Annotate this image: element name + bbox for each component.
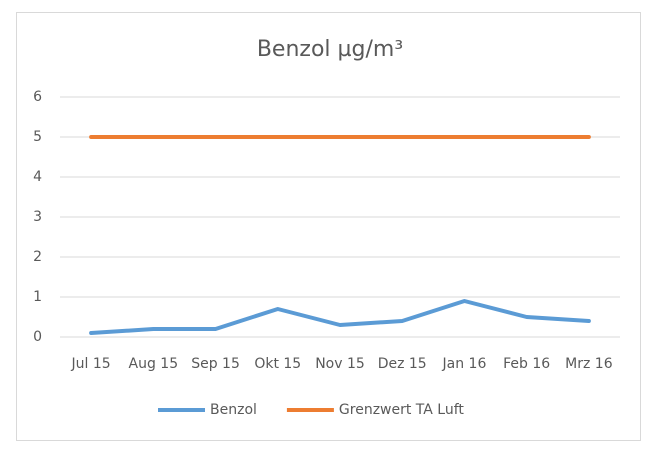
x-tick-label: Aug 15 — [129, 356, 179, 372]
x-tick-label: Nov 15 — [315, 356, 365, 372]
y-tick-label: 1 — [33, 289, 42, 305]
legend-label: Grenzwert TA Luft — [339, 402, 464, 418]
y-tick-label: 5 — [33, 129, 42, 145]
x-tick-label: Mrz 16 — [565, 356, 613, 372]
y-tick-label: 2 — [33, 249, 42, 265]
x-tick-label: Jan 16 — [442, 356, 487, 372]
x-tick-label: Sep 15 — [191, 356, 240, 372]
x-tick-label: Dez 15 — [378, 356, 427, 372]
y-tick-label: 6 — [33, 89, 42, 105]
x-tick-label: Feb 16 — [503, 356, 550, 372]
chart-title: Benzol µg/m³ — [257, 37, 403, 62]
data-line — [89, 299, 591, 335]
y-tick-label: 4 — [33, 169, 42, 185]
y-tick-label: 3 — [33, 209, 42, 225]
x-tick-label: Okt 15 — [254, 356, 301, 372]
x-tick-label: Jul 15 — [71, 356, 111, 372]
y-tick-label: 0 — [33, 329, 42, 345]
chart-frame — [16, 12, 641, 441]
legend-label: Benzol — [210, 402, 257, 418]
